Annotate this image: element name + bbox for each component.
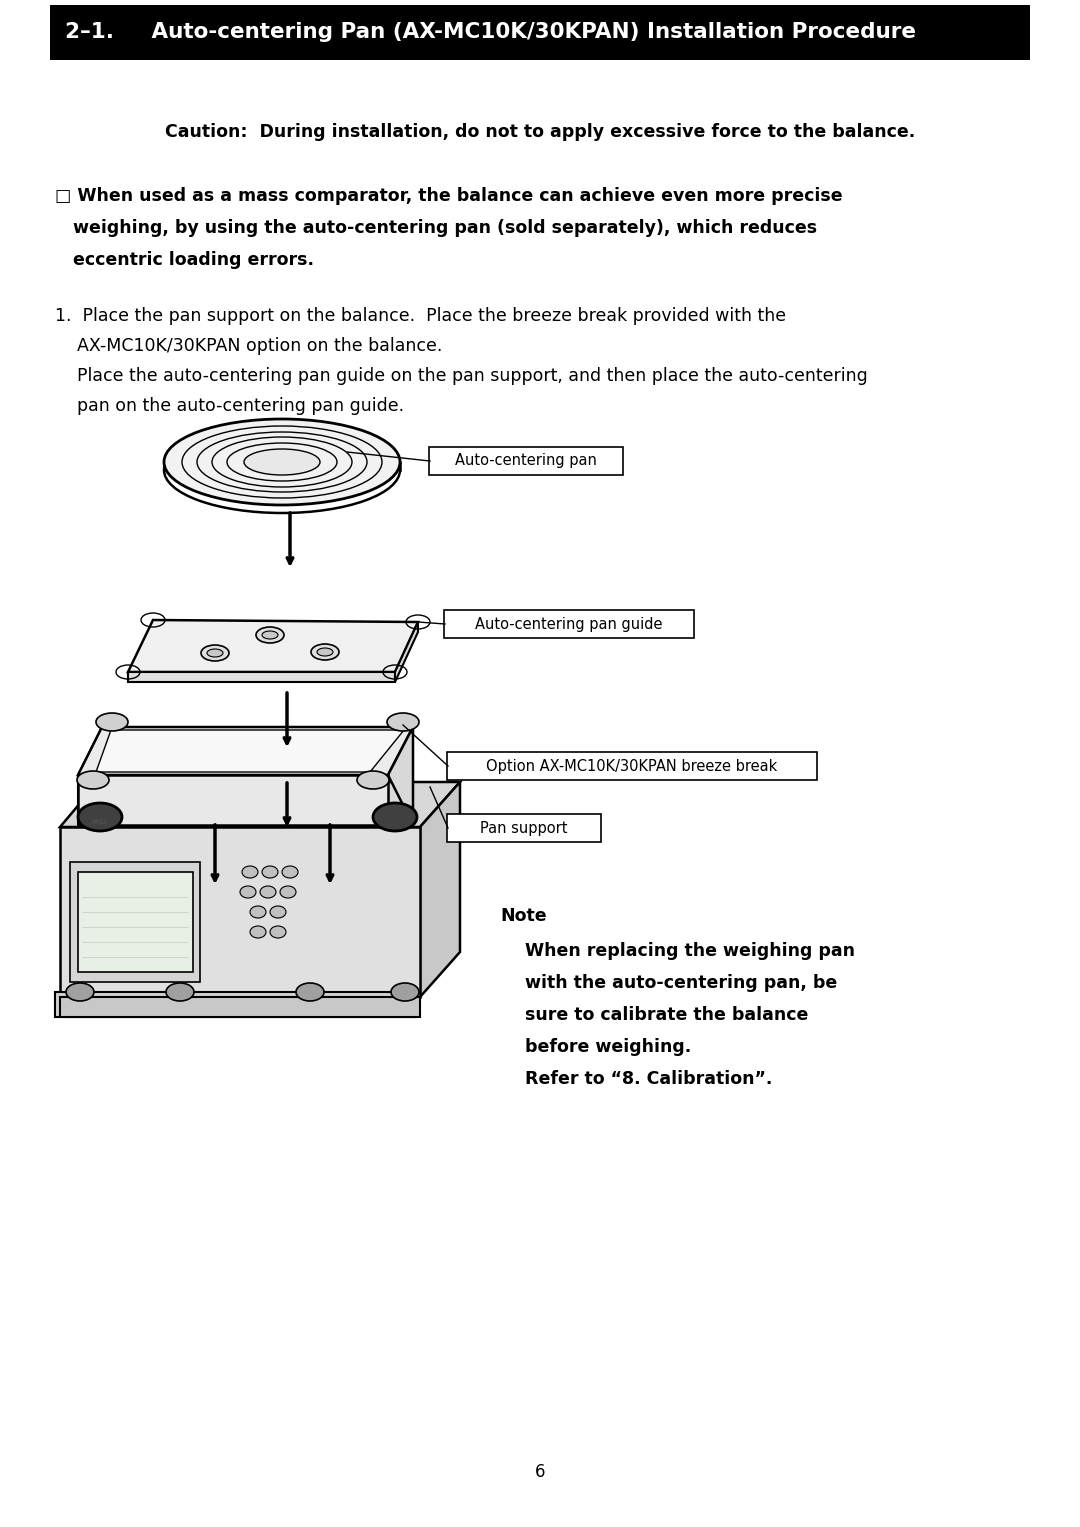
Text: weighing, by using the auto-centering pan (sold separately), which reduces: weighing, by using the auto-centering pa… <box>55 218 818 237</box>
Text: 6: 6 <box>535 1463 545 1481</box>
Ellipse shape <box>311 644 339 660</box>
Bar <box>50 5 1030 60</box>
Ellipse shape <box>166 983 194 1002</box>
Polygon shape <box>55 993 415 1017</box>
Text: Caution:  During installation, do not to apply excessive force to the balance.: Caution: During installation, do not to … <box>165 124 915 140</box>
FancyBboxPatch shape <box>447 751 816 780</box>
Ellipse shape <box>282 866 298 878</box>
Ellipse shape <box>387 713 419 731</box>
Text: Option AX-MC10K/30KPAN breeze break: Option AX-MC10K/30KPAN breeze break <box>486 759 778 774</box>
Ellipse shape <box>262 631 278 638</box>
Ellipse shape <box>254 803 266 811</box>
Ellipse shape <box>373 803 417 831</box>
Ellipse shape <box>318 647 333 657</box>
Text: When replacing the weighing pan: When replacing the weighing pan <box>525 942 855 960</box>
Polygon shape <box>388 727 413 825</box>
Text: 1.  Place the pan support on the balance.  Place the breeze break provided with : 1. Place the pan support on the balance.… <box>55 307 786 325</box>
Polygon shape <box>60 997 420 1017</box>
Ellipse shape <box>280 886 296 898</box>
Polygon shape <box>420 782 460 997</box>
Ellipse shape <box>194 808 206 815</box>
Ellipse shape <box>249 906 266 918</box>
FancyBboxPatch shape <box>444 609 694 638</box>
FancyBboxPatch shape <box>429 447 623 475</box>
Ellipse shape <box>242 866 258 878</box>
Polygon shape <box>395 621 418 683</box>
Text: Place the auto-centering pan guide on the pan support, and then place the auto-c: Place the auto-centering pan guide on th… <box>55 366 867 385</box>
Ellipse shape <box>357 771 389 789</box>
Ellipse shape <box>296 983 324 1002</box>
Bar <box>70 863 200 982</box>
Ellipse shape <box>244 449 320 475</box>
Polygon shape <box>60 828 420 997</box>
Ellipse shape <box>270 925 286 938</box>
Text: AND: AND <box>93 818 108 825</box>
FancyBboxPatch shape <box>447 814 600 841</box>
Ellipse shape <box>240 886 256 898</box>
Ellipse shape <box>256 628 284 643</box>
Text: Note: Note <box>500 907 546 925</box>
Ellipse shape <box>66 983 94 1002</box>
Ellipse shape <box>260 886 276 898</box>
Text: Pan support: Pan support <box>481 820 568 835</box>
Text: Refer to “8. Calibration”.: Refer to “8. Calibration”. <box>525 1070 772 1089</box>
Ellipse shape <box>249 925 266 938</box>
Polygon shape <box>129 672 395 683</box>
Ellipse shape <box>262 866 278 878</box>
Polygon shape <box>96 730 404 773</box>
Ellipse shape <box>391 983 419 1002</box>
Ellipse shape <box>164 418 400 505</box>
Text: eccentric loading errors.: eccentric loading errors. <box>55 250 314 269</box>
Text: Auto-centering pan guide: Auto-centering pan guide <box>475 617 663 632</box>
Ellipse shape <box>207 649 222 657</box>
Text: AX-MC10K/30KPAN option on the balance.: AX-MC10K/30KPAN option on the balance. <box>55 337 443 354</box>
Polygon shape <box>78 727 102 825</box>
Ellipse shape <box>201 644 229 661</box>
Text: sure to calibrate the balance: sure to calibrate the balance <box>525 1006 808 1025</box>
Ellipse shape <box>314 805 326 812</box>
Text: pan on the auto-centering pan guide.: pan on the auto-centering pan guide. <box>55 397 404 415</box>
Polygon shape <box>60 782 460 828</box>
Text: with the auto-centering pan, be: with the auto-centering pan, be <box>525 974 837 993</box>
Polygon shape <box>78 727 413 776</box>
Text: □ When used as a mass comparator, the balance can achieve even more precise: □ When used as a mass comparator, the ba… <box>55 186 842 205</box>
Ellipse shape <box>77 771 109 789</box>
Polygon shape <box>129 620 418 672</box>
Bar <box>78 872 193 973</box>
Polygon shape <box>78 776 388 825</box>
Ellipse shape <box>78 803 122 831</box>
Text: 2–1.     Auto-centering Pan (AX-MC10K/30KPAN) Installation Procedure: 2–1. Auto-centering Pan (AX-MC10K/30KPAN… <box>65 23 916 43</box>
Ellipse shape <box>96 713 129 731</box>
Text: Auto-centering pan: Auto-centering pan <box>455 454 597 469</box>
Ellipse shape <box>270 906 286 918</box>
Text: before weighing.: before weighing. <box>525 1038 691 1057</box>
